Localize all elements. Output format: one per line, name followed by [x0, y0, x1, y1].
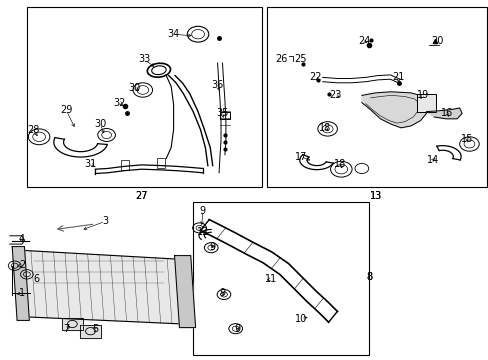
Text: 22: 22	[308, 72, 321, 82]
Text: 2: 2	[19, 260, 25, 270]
Text: 13: 13	[369, 191, 382, 201]
Text: 18: 18	[318, 123, 331, 133]
Text: 23: 23	[328, 90, 341, 100]
Text: 30: 30	[94, 119, 106, 129]
Text: 28: 28	[27, 125, 40, 135]
Text: 21: 21	[391, 72, 404, 82]
Text: 9: 9	[209, 242, 215, 252]
Text: 30: 30	[128, 83, 141, 93]
Text: 8: 8	[366, 272, 371, 282]
Text: 36: 36	[211, 80, 224, 90]
Bar	[193, 202, 368, 355]
Text: 33: 33	[138, 54, 150, 64]
Text: 27: 27	[135, 191, 148, 201]
Text: 9: 9	[234, 324, 240, 334]
Text: 34: 34	[167, 29, 180, 39]
Bar	[121, 160, 128, 170]
Text: 31: 31	[84, 159, 97, 169]
Polygon shape	[174, 256, 195, 328]
Text: 19: 19	[416, 90, 428, 100]
Polygon shape	[61, 318, 83, 330]
Text: 9: 9	[219, 288, 225, 298]
Text: 20: 20	[430, 36, 443, 46]
Text: 4: 4	[19, 234, 25, 244]
Text: 9: 9	[200, 206, 205, 216]
Polygon shape	[361, 92, 429, 128]
Text: 25: 25	[294, 54, 306, 64]
Text: 6: 6	[34, 274, 40, 284]
Text: 29: 29	[60, 105, 72, 115]
Text: 5: 5	[92, 324, 98, 334]
Polygon shape	[12, 247, 29, 320]
Text: 35: 35	[216, 108, 228, 118]
Bar	[266, 7, 486, 187]
Text: 27: 27	[135, 191, 148, 201]
Text: 1: 1	[19, 288, 25, 298]
Text: 16: 16	[440, 108, 453, 118]
Bar	[27, 7, 261, 187]
Bar	[416, 94, 435, 112]
Text: 7: 7	[63, 324, 69, 334]
Text: 13: 13	[369, 191, 382, 201]
Text: 26: 26	[274, 54, 287, 64]
Text: 3: 3	[102, 216, 108, 226]
Text: 32: 32	[113, 98, 126, 108]
Text: 17: 17	[294, 152, 306, 162]
Text: 11: 11	[264, 274, 277, 284]
Text: 10: 10	[294, 314, 306, 324]
Text: 15: 15	[460, 134, 472, 144]
Polygon shape	[20, 250, 183, 324]
Polygon shape	[80, 325, 101, 338]
Text: 18: 18	[333, 159, 346, 169]
Polygon shape	[426, 108, 461, 119]
Bar	[157, 158, 165, 168]
Text: 8: 8	[366, 272, 371, 282]
Text: 14: 14	[426, 155, 438, 165]
Text: 24: 24	[357, 36, 370, 46]
Text: 12: 12	[196, 227, 209, 237]
